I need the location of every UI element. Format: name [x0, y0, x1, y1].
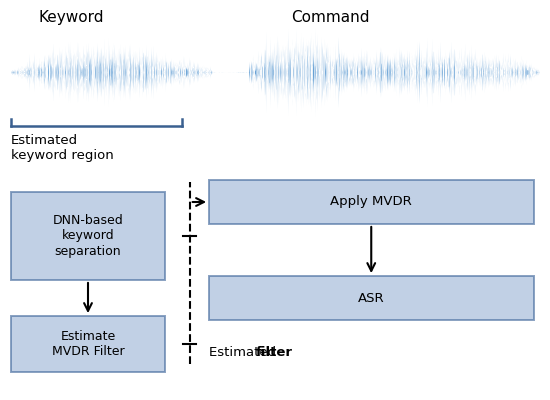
- FancyBboxPatch shape: [11, 192, 165, 280]
- Text: DNN-based
keyword
separation: DNN-based keyword separation: [53, 214, 123, 258]
- FancyBboxPatch shape: [209, 180, 534, 224]
- Text: ASR: ASR: [358, 292, 384, 304]
- Text: Estimated
keyword region: Estimated keyword region: [11, 134, 114, 162]
- Text: filter: filter: [256, 346, 293, 358]
- Text: Command: Command: [291, 10, 369, 25]
- Text: Apply MVDR: Apply MVDR: [331, 196, 412, 208]
- Text: Keyword: Keyword: [39, 10, 104, 25]
- Text: Estimate
MVDR Filter: Estimate MVDR Filter: [52, 330, 124, 358]
- Text: Estimated: Estimated: [209, 346, 280, 358]
- FancyBboxPatch shape: [209, 276, 534, 320]
- FancyBboxPatch shape: [11, 316, 165, 372]
